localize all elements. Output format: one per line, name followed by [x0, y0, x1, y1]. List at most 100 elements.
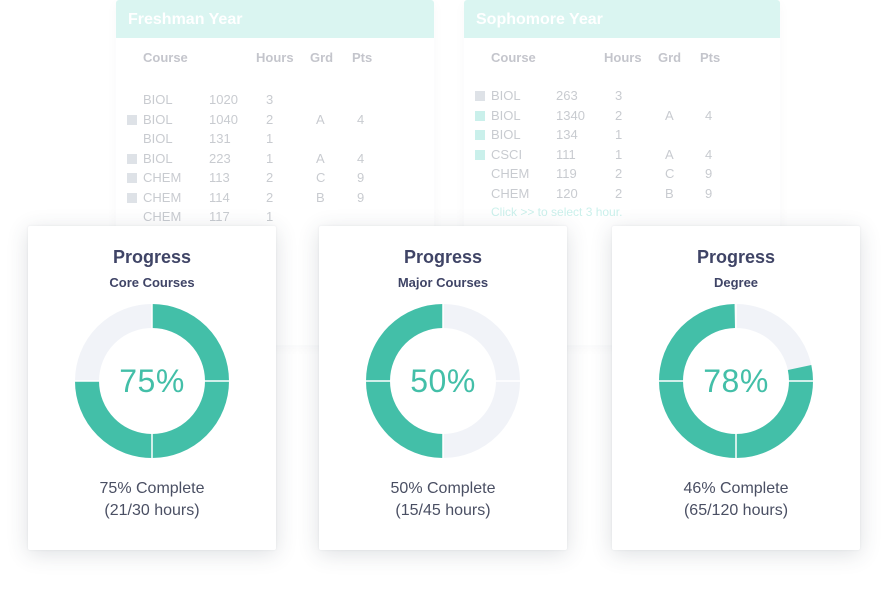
course-grade: A — [665, 107, 674, 123]
progress-card-core-courses: Progress Core Courses 75% 75% Complete (… — [28, 226, 276, 550]
sophomore-columns: Course Hours Grd Pts — [464, 38, 780, 78]
course-hours: 1 — [266, 150, 274, 166]
course-hours: 2 — [266, 111, 274, 127]
progress-card-major-courses: Progress Major Courses 50% 50% Complete … — [319, 226, 567, 550]
course-number: 111 — [556, 146, 576, 162]
course-row[interactable]: BIOL 131 1 — [116, 129, 434, 149]
complete-text: 50% Complete — [390, 480, 496, 497]
donut-svg — [659, 304, 813, 458]
card-title: Progress — [112, 247, 192, 267]
course-row[interactable]: CHEM 120 2 B 9 — [464, 184, 780, 204]
course-marker — [127, 192, 137, 203]
course-row[interactable]: BIOL 1340 2 A 4 — [464, 106, 780, 126]
course-grade: B — [665, 185, 674, 201]
donut-svg — [75, 304, 229, 458]
course-subject: BIOL — [143, 92, 173, 107]
sophomore-year-title: Sophomore Year — [464, 0, 780, 38]
course-row[interactable]: CHEM 117 1 — [116, 207, 434, 227]
course-hours: 1 — [615, 127, 623, 142]
course-hours: 1 — [266, 131, 274, 146]
progress-card-degree: Progress Degree 78% 46% Complete (65/120… — [612, 226, 860, 550]
course-hours: 2 — [266, 170, 274, 185]
hours-text: (65/120 hours) — [683, 502, 789, 519]
course-subject: CHEM — [143, 189, 182, 205]
course-row[interactable]: BIOL 1040 2 A 4 — [116, 110, 434, 130]
course-subject: CHEM — [491, 166, 530, 181]
course-number: 1040 — [209, 111, 238, 127]
hours-text: (21/30 hours) — [104, 502, 200, 519]
course-number: 134 — [556, 127, 578, 142]
card-subtitle: Core Courses — [109, 275, 195, 290]
course-subject: CHEM — [491, 185, 530, 201]
course-hours: 2 — [266, 189, 274, 205]
course-marker — [475, 130, 485, 140]
course-number: 263 — [556, 88, 578, 103]
complete-text: 75% Complete — [99, 480, 205, 497]
freshman-course-list: BIOL 1020 3 BIOL 1040 2 A 4 BIOL 131 1 B… — [116, 90, 434, 227]
hours-text: (15/45 hours) — [395, 502, 491, 519]
donut-percent-label: 50% — [410, 362, 476, 399]
course-marker — [127, 153, 137, 164]
course-points: 4 — [357, 150, 365, 166]
course-grade: A — [316, 150, 325, 166]
course-number: 1020 — [209, 92, 238, 107]
course-row[interactable]: CHEM 119 2 C 9 — [464, 164, 780, 184]
course-points: 9 — [705, 185, 713, 201]
course-points: 9 — [705, 166, 713, 181]
course-subject: BIOL — [143, 150, 173, 166]
course-number: 131 — [209, 131, 231, 146]
course-row[interactable]: BIOL 1020 3 — [116, 90, 434, 110]
course-grade: C — [665, 166, 675, 181]
course-hours: 2 — [615, 166, 623, 181]
progress-donut-chart: 50% — [365, 303, 521, 459]
course-marker — [475, 149, 485, 160]
course-row[interactable]: CHEM 114 2 B 9 — [116, 188, 434, 208]
course-marker — [127, 173, 137, 183]
course-number: 120 — [556, 185, 578, 201]
course-subject: BIOL — [491, 107, 521, 123]
column-grade: Grd — [310, 50, 334, 65]
column-points: Pts — [352, 50, 373, 65]
course-hours: 1 — [266, 209, 274, 224]
course-grade: A — [665, 146, 674, 162]
progress-donut-chart: 78% — [658, 303, 814, 459]
course-grade: B — [316, 189, 325, 205]
course-marker — [127, 114, 137, 125]
course-hours: 3 — [615, 88, 623, 103]
course-grade: C — [316, 170, 326, 185]
course-subject: CSCI — [491, 146, 523, 162]
donut-progress-arc — [659, 304, 813, 458]
course-row[interactable]: BIOL 134 1 — [464, 125, 780, 145]
course-hours: 1 — [615, 146, 623, 162]
course-points: 9 — [357, 170, 365, 185]
course-subject: BIOL — [143, 111, 173, 127]
select-hint-row: Click >> to select 3 hour. — [464, 203, 780, 223]
course-number: 119 — [556, 166, 577, 181]
card-subtitle: Degree — [713, 275, 759, 290]
course-row[interactable]: BIOL 263 3 — [464, 86, 780, 106]
course-row[interactable]: CHEM 113 2 C 9 — [116, 168, 434, 188]
course-subject: BIOL — [491, 127, 521, 142]
column-hours: Hours — [604, 50, 642, 65]
course-points: 4 — [705, 146, 713, 162]
course-points: 4 — [357, 111, 365, 127]
course-points: 9 — [357, 189, 365, 205]
complete-text: 46% Complete — [683, 480, 789, 497]
column-points: Pts — [700, 50, 721, 65]
donut-svg — [366, 304, 520, 458]
course-marker — [475, 91, 485, 101]
course-subject: BIOL — [491, 88, 521, 103]
course-number: 113 — [209, 170, 230, 185]
course-points: 4 — [705, 107, 713, 123]
course-marker — [475, 110, 485, 121]
course-number: 223 — [209, 150, 231, 166]
course-subject: CHEM — [143, 209, 182, 224]
course-row[interactable]: CSCI 111 1 A 4 — [464, 145, 780, 165]
course-hours: 3 — [266, 92, 274, 107]
course-number: 1340 — [556, 107, 585, 123]
course-hours: 2 — [615, 107, 623, 123]
course-grade: A — [316, 111, 325, 127]
select-hint-link[interactable]: Click >> to select 3 hour. — [491, 205, 623, 219]
course-row[interactable]: BIOL 223 1 A 4 — [116, 149, 434, 169]
course-number: 114 — [209, 189, 230, 205]
